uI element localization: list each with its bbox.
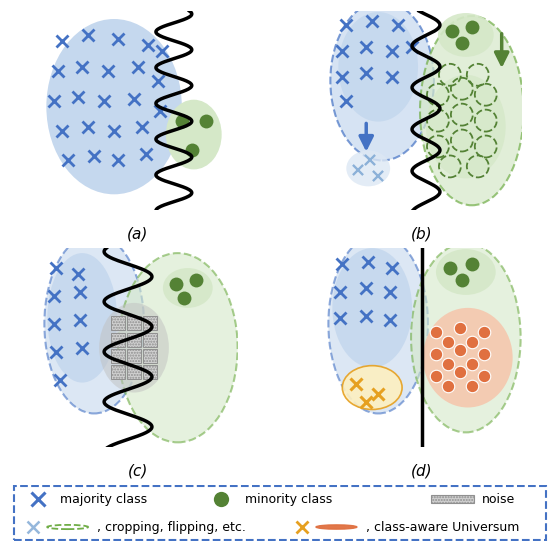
Ellipse shape — [438, 13, 494, 57]
Bar — [143, 365, 157, 379]
Bar — [127, 316, 141, 330]
Ellipse shape — [163, 268, 213, 308]
Bar — [431, 495, 474, 503]
Text: majority class: majority class — [59, 492, 147, 506]
Ellipse shape — [332, 248, 412, 368]
Bar — [111, 332, 125, 347]
Ellipse shape — [328, 234, 428, 413]
Bar — [143, 332, 157, 347]
Text: noise: noise — [482, 492, 515, 506]
Bar — [127, 365, 141, 379]
Ellipse shape — [346, 151, 390, 187]
Bar — [111, 365, 125, 379]
Ellipse shape — [48, 253, 117, 383]
FancyBboxPatch shape — [14, 486, 546, 540]
Ellipse shape — [166, 100, 222, 169]
Ellipse shape — [420, 16, 524, 205]
Ellipse shape — [411, 243, 521, 432]
Text: (d): (d) — [411, 463, 433, 478]
Bar — [143, 316, 157, 330]
Ellipse shape — [426, 75, 506, 178]
Ellipse shape — [44, 234, 144, 413]
Ellipse shape — [99, 303, 169, 392]
Ellipse shape — [330, 1, 434, 161]
Text: (b): (b) — [411, 226, 433, 241]
Text: (c): (c) — [128, 463, 148, 478]
Ellipse shape — [46, 19, 182, 194]
Circle shape — [316, 525, 357, 529]
Bar — [127, 332, 141, 347]
Text: minority class: minority class — [245, 492, 332, 506]
Bar — [127, 349, 141, 363]
Ellipse shape — [342, 365, 402, 410]
Ellipse shape — [118, 253, 237, 442]
Text: , cropping, flipping, etc.: , cropping, flipping, etc. — [97, 521, 246, 534]
Bar — [111, 349, 125, 363]
Bar — [111, 316, 125, 330]
Bar — [143, 349, 157, 363]
Ellipse shape — [338, 12, 418, 121]
Ellipse shape — [436, 249, 496, 295]
Text: (a): (a) — [127, 226, 148, 241]
Ellipse shape — [423, 308, 512, 407]
Text: , class-aware Universum: , class-aware Universum — [366, 521, 519, 534]
